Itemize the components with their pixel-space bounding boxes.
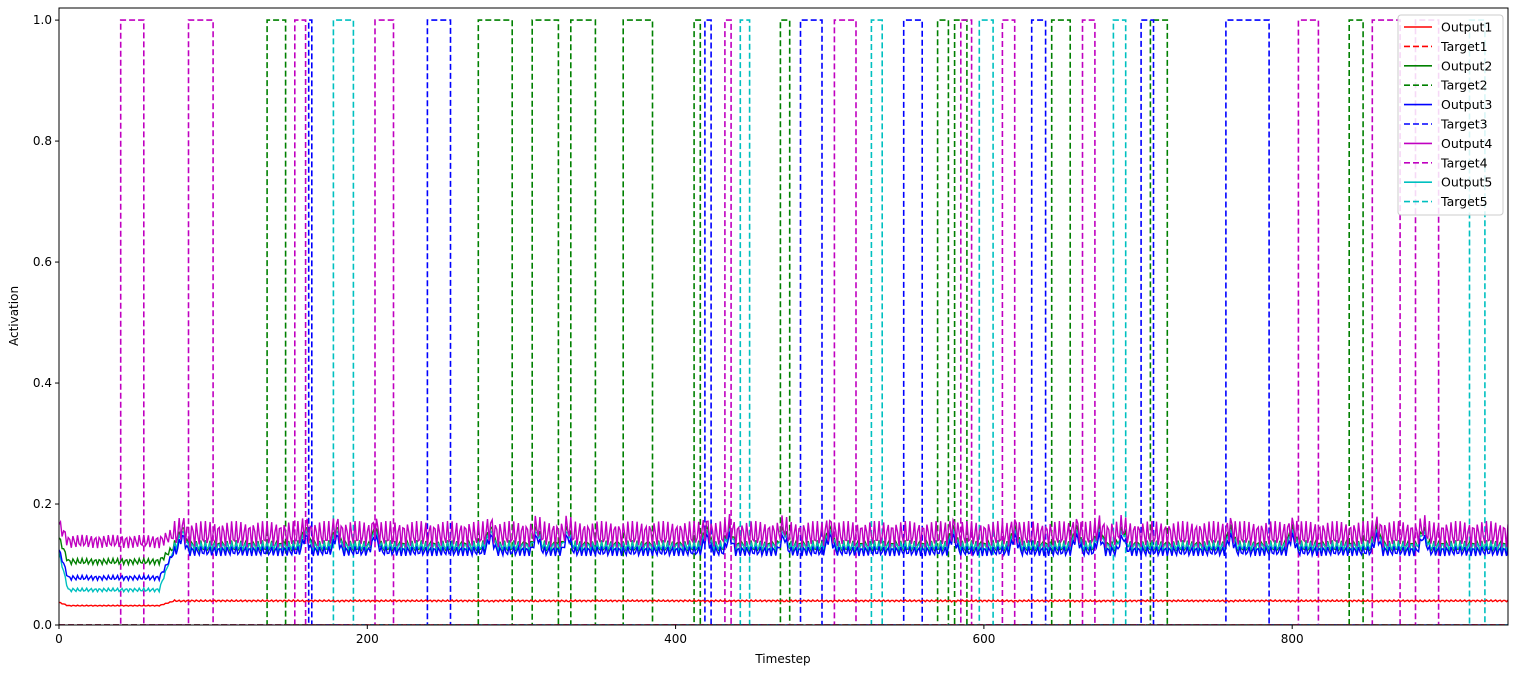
series-output3 (59, 531, 1508, 583)
plot-background (59, 8, 1508, 625)
x-tick-label: 200 (356, 632, 379, 646)
legend-label-output3: Output3 (1441, 97, 1492, 112)
legend-label-output1: Output1 (1441, 20, 1492, 35)
ticks-layer: 0 200 400 600 800 0.0 0.2 0.4 0.6 0.8 1.0 (33, 13, 1304, 646)
y-axis-title: Activation (7, 286, 21, 346)
y-tick-label: 0.8 (33, 134, 52, 148)
legend: Output1 Target1 Output2 Target2 Output3 Targe… (1397, 14, 1504, 216)
legend-label-target1: Target1 (1440, 39, 1488, 54)
legend-label-target3: Target3 (1440, 117, 1488, 132)
legend-label-target2: Target2 (1440, 78, 1488, 93)
y-tick-label: 1.0 (33, 13, 52, 27)
legend-label-output5: Output5 (1441, 175, 1492, 190)
x-tick-label: 600 (972, 632, 995, 646)
legend-label-target4: Target4 (1440, 155, 1488, 170)
legend-label-output4: Output4 (1441, 136, 1492, 151)
y-tick-label: 0.4 (33, 376, 52, 390)
x-axis-title: Timestep (754, 652, 810, 666)
y-tick-label: 0.0 (33, 618, 52, 632)
series-output1 (59, 598, 1508, 607)
y-tick-label: 0.6 (33, 255, 52, 269)
series-output4 (59, 514, 1508, 549)
legend-label-target5: Target5 (1440, 194, 1488, 209)
x-tick-label: 800 (1281, 632, 1304, 646)
series-layer (59, 19, 1508, 625)
y-tick-label: 0.2 (33, 497, 52, 511)
plot-frame (58, 7, 1509, 626)
legend-label-output2: Output2 (1441, 58, 1492, 73)
x-tick-label: 0 (55, 632, 63, 646)
x-tick-label: 400 (664, 632, 687, 646)
